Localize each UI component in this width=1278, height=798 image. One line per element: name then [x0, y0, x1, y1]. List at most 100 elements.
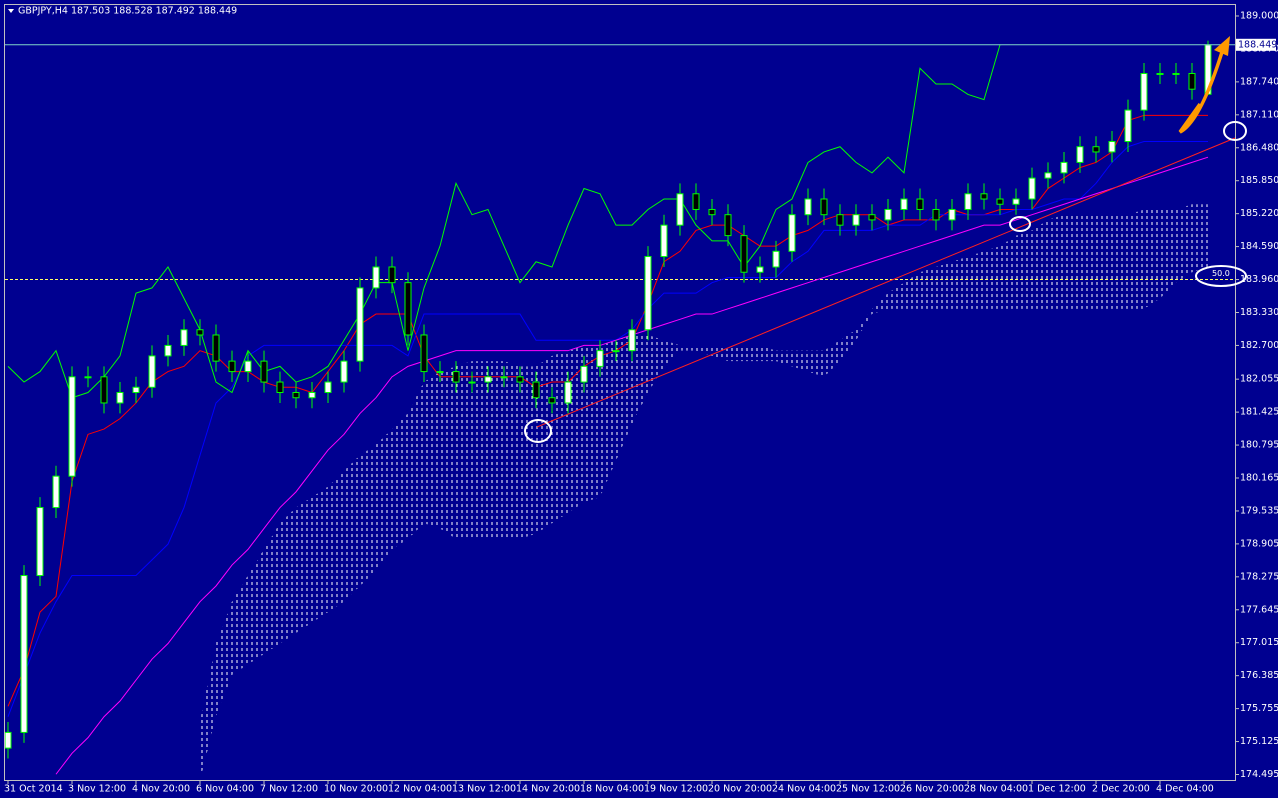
candle-body [532, 381, 540, 399]
candle-body [1076, 146, 1084, 163]
indicator-line [7, 44, 1001, 399]
price-label: 188.449 [1238, 39, 1277, 50]
y-tick-label: 181.425 [1240, 407, 1278, 418]
y-tick-label: 175.125 [1240, 736, 1278, 747]
level-label: 50.0 [1212, 269, 1230, 278]
x-tick-label: 4 Dec 04:00 [1156, 784, 1214, 795]
candle-body [1044, 172, 1052, 179]
x-tick-label: 10 Nov 20:00 [324, 784, 388, 795]
x-tick-label: 2 Dec 20:00 [1092, 784, 1150, 795]
candle-body [116, 392, 124, 404]
candle-body [676, 193, 684, 226]
x-tick-label: 6 Nov 04:00 [196, 784, 254, 795]
candle-body [84, 376, 92, 379]
candle-body [644, 256, 652, 331]
candle-body [1124, 109, 1132, 142]
candle-body [1012, 198, 1020, 205]
annotation-arrowhead [1214, 36, 1230, 56]
price-label-box [1236, 38, 1276, 51]
y-tick-label: 175.755 [1240, 703, 1278, 714]
candle-body [468, 381, 476, 384]
candle-body [548, 397, 556, 404]
candle-body [868, 214, 876, 221]
x-tick-label: 24 Nov 04:00 [772, 784, 836, 795]
y-tick-label: 178.905 [1240, 538, 1278, 549]
candle-body [164, 344, 172, 357]
plot-area: 50.0 [4, 40, 1235, 780]
candle-body [372, 266, 380, 289]
y-tick-label: 180.165 [1240, 473, 1278, 484]
y-tick-label: 183.330 [1240, 307, 1278, 318]
candle-body [1028, 177, 1036, 200]
y-tick-label: 185.850 [1240, 175, 1278, 186]
candle-body [772, 250, 780, 268]
candle-body [180, 329, 188, 346]
candle-body [1156, 73, 1164, 76]
y-tick-label: 174.495 [1240, 769, 1278, 780]
y-tick-label: 177.645 [1240, 604, 1278, 615]
candle-body [260, 360, 268, 383]
y-tick-label: 189.000 [1240, 10, 1278, 21]
candle-body [308, 392, 316, 399]
candle-body [692, 193, 700, 210]
candle-body [1092, 146, 1100, 153]
candle-body [132, 386, 140, 393]
x-tick-label: 19 Nov 12:00 [644, 784, 708, 795]
candle-body [436, 371, 444, 374]
candle-body [788, 214, 796, 252]
x-tick-label: 3 Nov 12:00 [68, 784, 126, 795]
candle-body [804, 198, 812, 216]
candle-body [756, 266, 764, 273]
candle-body [724, 214, 732, 237]
candle-body [996, 198, 1004, 205]
candle-body [452, 371, 460, 383]
candle-body [100, 376, 108, 404]
candle-body [212, 334, 220, 362]
candle-body [148, 355, 156, 388]
plot-frame [4, 4, 1236, 781]
candle-body [276, 381, 284, 394]
ichimoku-cloud [200, 204, 1208, 780]
candle-body [356, 287, 364, 362]
candle-body [1188, 73, 1196, 90]
x-tick-label: 18 Nov 04:00 [580, 784, 644, 795]
candle-body [564, 381, 572, 404]
candle-body [4, 731, 12, 749]
x-tick-label: 14 Nov 20:00 [516, 784, 580, 795]
menu-triangle[interactable] [8, 9, 14, 13]
candle-body [68, 376, 76, 477]
highlight-ellipse [524, 419, 552, 443]
candle-body [20, 575, 28, 733]
highlight-ellipse [1195, 265, 1247, 287]
candle-body [52, 475, 60, 509]
candle-body [404, 282, 412, 336]
candle-body [580, 365, 588, 383]
y-tick-label: 182.700 [1240, 340, 1278, 351]
candle-body [228, 360, 236, 373]
candle-body [420, 334, 428, 373]
y-tick-label: 186.480 [1240, 142, 1278, 153]
candle-body [292, 392, 300, 399]
x-tick-label: 26 Nov 20:00 [900, 784, 964, 795]
y-tick-label: 183.960 [1240, 274, 1278, 285]
x-tick-label: 13 Nov 12:00 [452, 784, 516, 795]
x-tick-label: 12 Nov 04:00 [388, 784, 452, 795]
y-tick-label: 179.535 [1240, 505, 1278, 516]
candle-body [1140, 73, 1148, 111]
annotation-arrow [1178, 51, 1224, 134]
highlight-ellipse [1223, 121, 1247, 141]
candle-body [980, 193, 988, 200]
candle-body [740, 235, 748, 273]
candle-body [948, 208, 956, 221]
y-tick-label: 180.795 [1240, 440, 1278, 451]
candle-body [836, 214, 844, 226]
y-tick-label: 177.015 [1240, 637, 1278, 648]
indicator-line [7, 114, 1208, 707]
x-tick-label: 4 Nov 20:00 [132, 784, 190, 795]
x-tick-label: 31 Oct 2014 [4, 784, 63, 795]
candle-body [1060, 161, 1068, 174]
candle-body [916, 198, 924, 210]
trend-line [536, 137, 1236, 428]
candle-body [932, 208, 940, 221]
